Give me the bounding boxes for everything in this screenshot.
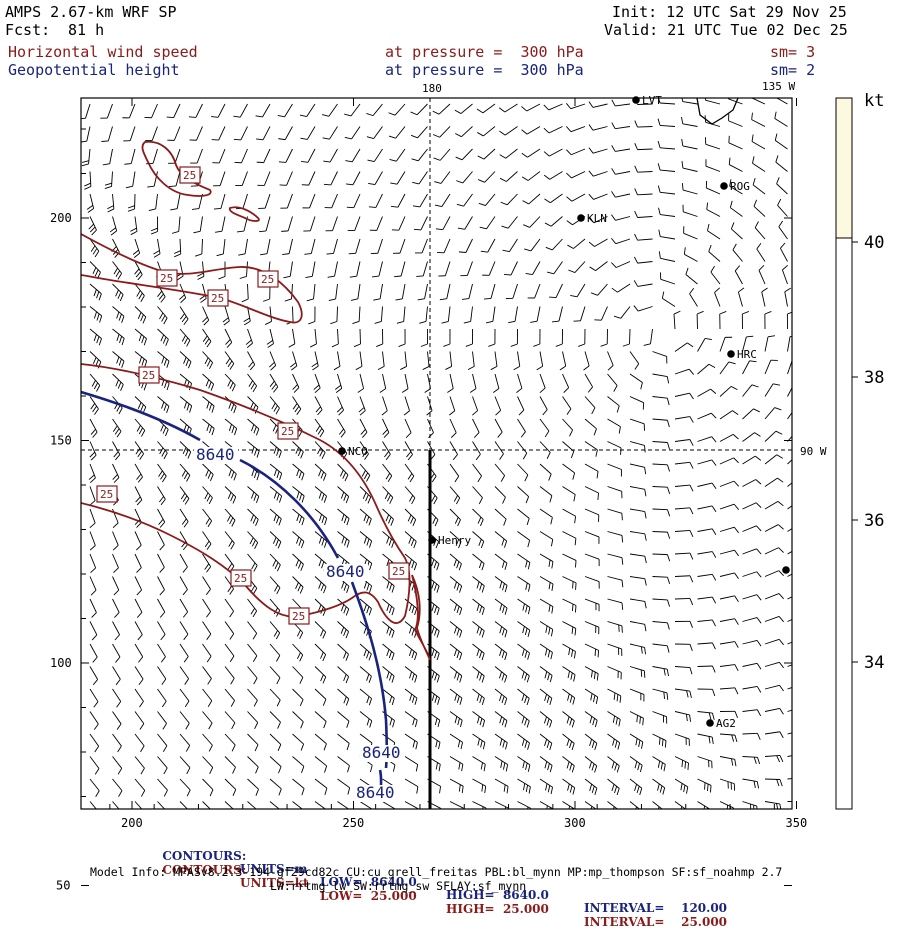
colorbar-shaded-band	[836, 98, 852, 238]
station-label: NCO	[348, 445, 368, 458]
station-label: KLN	[587, 212, 607, 225]
y-tick-label: 100	[50, 656, 72, 670]
station-label: LVT	[642, 94, 662, 107]
wind-barbs	[79, 90, 807, 819]
height-label: 8640	[356, 783, 395, 802]
station-label: AG2	[716, 717, 736, 730]
y-tick-label: 250	[50, 0, 72, 3]
x-tick-label: 350	[786, 816, 808, 830]
x-tick-label: 300	[564, 816, 586, 830]
contour-info-speed: CONTOURS: UNITS=kt LOW= 25.000 HIGH= 25.…	[154, 851, 246, 929]
speed-label: 25	[292, 610, 305, 623]
speed-label: 25	[392, 565, 405, 578]
speed-label: 25	[183, 169, 196, 182]
colorbar-tick-label: 36	[864, 511, 884, 531]
contour-info-speed-interval: INTERVAL= 25.000	[584, 916, 727, 929]
y-tick-label: 50	[56, 879, 70, 893]
station-label: HRC	[737, 348, 757, 361]
y-tick-label: 200	[50, 211, 72, 225]
meridian-label-180: 180	[422, 82, 442, 95]
speed-label: 25	[100, 488, 113, 501]
station-dot	[782, 566, 790, 574]
colorbar-tick-label: 34	[864, 653, 884, 673]
height-label: 8640	[326, 562, 365, 581]
meridian-label-90w: 90 W	[800, 445, 827, 458]
height-label: 8640	[362, 743, 401, 762]
speed-label: 25	[211, 292, 224, 305]
coastline	[697, 98, 738, 124]
contour-info-height-interval: INTERVAL= 120.00	[584, 902, 727, 915]
speed-label: 25	[234, 572, 247, 585]
x-tick-label: 250	[343, 816, 365, 830]
colorbar: 40 38 36 34 kt	[836, 91, 884, 809]
y-tick-label: 150	[50, 434, 72, 448]
colorbar-tick-label: 40	[864, 233, 884, 253]
speed-label: 25	[142, 369, 155, 382]
speed-label: 25	[281, 425, 294, 438]
x-tick-label: 200	[121, 816, 143, 830]
station-label: Henry	[438, 534, 471, 547]
station-label: ROG	[730, 180, 750, 193]
colorbar-tick-label: 38	[864, 368, 884, 388]
station-markers: LVT ROG KLN HRC NCO Henry AG2	[338, 94, 790, 730]
contour-info-speed-high: HIGH= 25.000	[446, 903, 549, 916]
station-dot	[428, 536, 436, 544]
station-dot	[338, 447, 346, 455]
speed-label: 25	[261, 273, 274, 286]
station-dot	[577, 214, 585, 222]
model-info-line-2: LW:rrtmg_lw SW:rrtmg_sw SFLAY:sf_mynn	[270, 880, 526, 893]
colorbar-unit: kt	[864, 91, 884, 111]
station-dot	[720, 182, 728, 190]
station-dot	[727, 350, 735, 358]
meridian-label-135w: 135 W	[762, 80, 795, 93]
height-label: 8640	[196, 445, 235, 464]
station-dot	[632, 96, 640, 104]
station-dot	[706, 719, 714, 727]
speed-label: 25	[160, 272, 173, 285]
model-info-line-1: Model Info: MPASv8.2.3-194-gf29cd82c CU:…	[90, 866, 782, 879]
wind-height-map: 25 25 25 25 25 25 25 25 25 25 8640 8640 8640 8640 LV…	[0, 0, 900, 900]
wind-speed-contours	[81, 142, 430, 660]
